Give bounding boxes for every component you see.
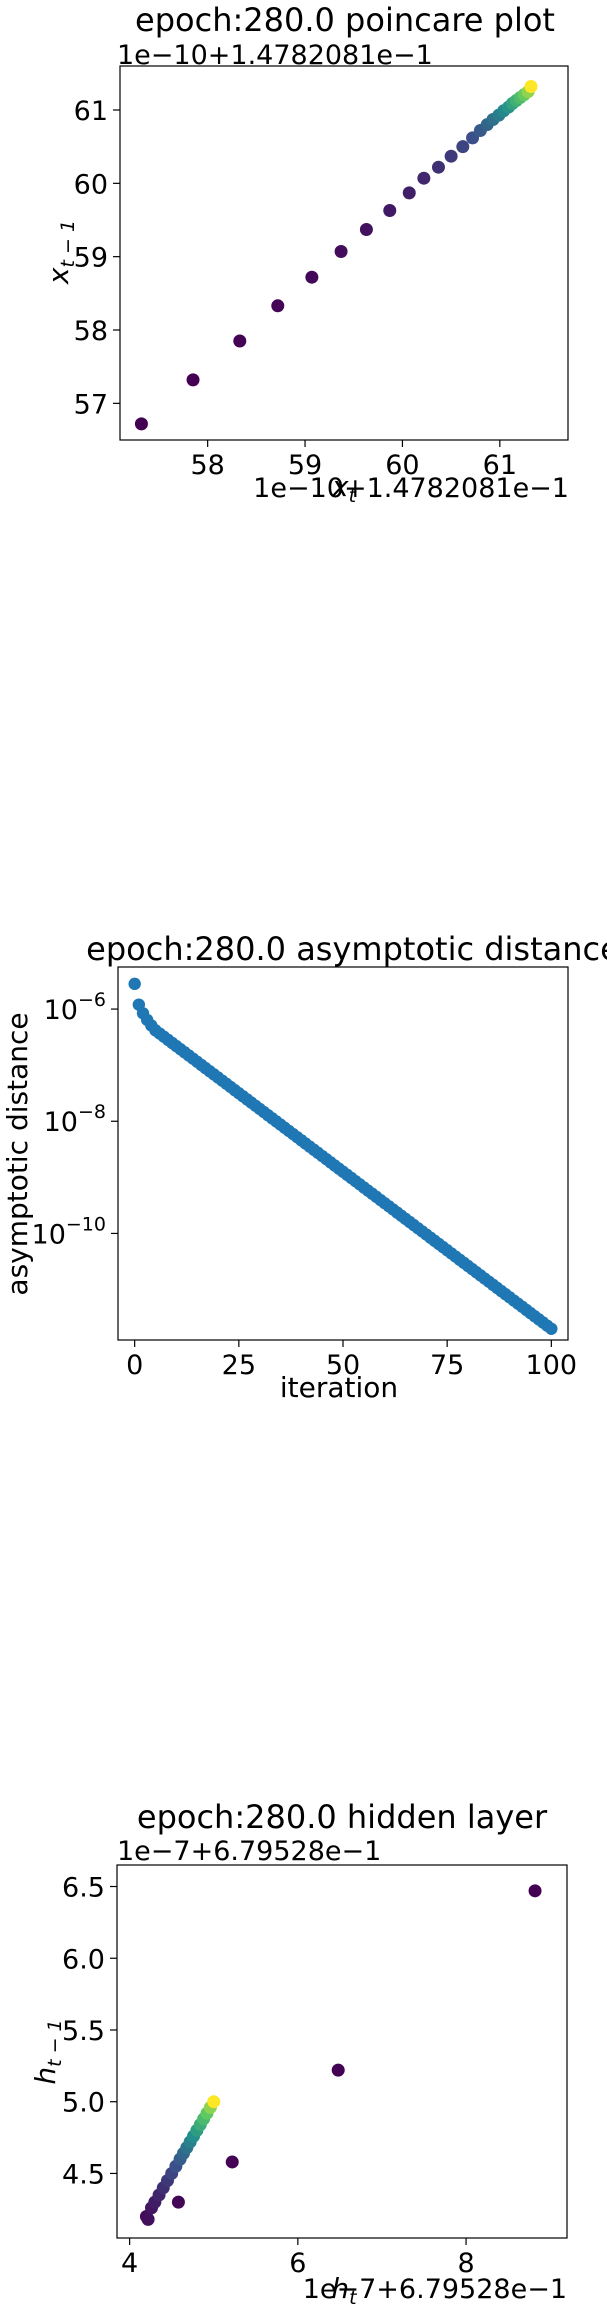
hidden-points [139,1884,542,2226]
data-point [171,2195,185,2209]
data-point [431,160,445,174]
y-tick-label: 10−8 [44,1101,106,1138]
y-tick-label: 10−10 [32,1213,106,1250]
poincare-axes-frame [119,65,569,441]
poincare-y-label: xt − 1 [42,220,79,285]
asymptotic-distance-plot: epoch:280.0 asymptotic distance 0 25 50 75 1… [1,930,607,1404]
y-tick-label: 61 [74,96,108,127]
x-tick-label: 61 [483,450,517,481]
hidden-axes-frame [116,1864,568,2239]
poincare-x-ticks: 58 59 60 61 [190,440,517,481]
asymptotic-points [128,977,558,1335]
asymptotic-y-label: asymptotic distance [1,1012,34,1295]
data-point [225,2155,239,2169]
y-tick-label: 5.5 [62,2016,105,2047]
asymptotic-title: epoch:280.0 asymptotic distance [86,930,607,968]
data-point [134,417,148,431]
x-tick-label: 6 [289,2248,306,2279]
x-tick-label: 58 [190,450,224,481]
x-tick-label: 8 [457,2248,474,2279]
hidden-x-ticks: 4 6 8 [121,2238,475,2279]
data-point [334,245,348,259]
poincare-plot: epoch:280.0 poincare plot 1e−10+1.478208… [42,1,569,507]
asymptotic-x-label: iteration [280,1371,398,1404]
poincare-x-offset: 1e−10+1.4782081e−1 [253,473,569,504]
poincare-y-ticks: 57 58 59 60 61 [74,96,120,420]
data-point [383,203,397,217]
y-tick-label: 10−6 [44,989,106,1026]
asymptotic-y-ticks: 10−6 10−8 10−10 [32,989,118,1250]
y-tick-label: 57 [74,389,108,420]
x-tick-label: 50 [326,1350,360,1381]
data-point [271,299,285,313]
y-tick-label: 4.5 [62,2159,105,2190]
y-tick-label: 60 [74,169,108,200]
data-point [207,2095,221,2109]
x-tick-label: 4 [121,2248,138,2279]
x-tick-label: 59 [288,450,322,481]
y-tick-label: 59 [74,243,108,274]
hidden-title: epoch:280.0 hidden layer [137,1798,548,1836]
data-point [528,1884,542,1898]
data-point [141,2212,155,2226]
data-point [305,270,319,284]
data-point [359,223,373,237]
data-point [524,80,538,94]
hidden-y-ticks: 4.5 5.0 5.5 6.0 6.5 [62,1873,117,2190]
poincare-title: epoch:280.0 poincare plot [135,1,555,39]
hidden-y-label: ht − 1 [29,2019,66,2084]
y-tick-label: 58 [74,316,108,347]
data-point [128,977,141,991]
data-point [444,149,458,163]
data-point [331,2063,345,2077]
hidden-y-offset: 1e−7+6.79528e−1 [117,1836,381,1867]
x-tick-label: 60 [385,450,419,481]
data-point [233,334,247,348]
hidden-layer-plot: epoch:280.0 hidden layer 1e−7+6.79528e−1… [29,1798,568,2309]
data-point [545,1322,558,1335]
y-tick-label: 6.0 [62,1944,105,1975]
hidden-x-offset: 1e−7+6.79528e−1 [303,2274,567,2305]
poincare-points [134,80,538,431]
data-point [456,140,470,154]
data-point [417,171,431,185]
x-tick-label: 25 [222,1350,256,1381]
asymptotic-x-ticks: 0 25 50 75 100 [126,1340,577,1381]
data-point [186,373,200,387]
y-tick-label: 5.0 [62,2088,105,2119]
x-tick-label: 75 [430,1350,464,1381]
data-point [402,186,416,200]
y-tick-label: 6.5 [62,1873,105,1904]
x-tick-label: 0 [126,1350,143,1381]
x-tick-label: 100 [526,1350,578,1381]
